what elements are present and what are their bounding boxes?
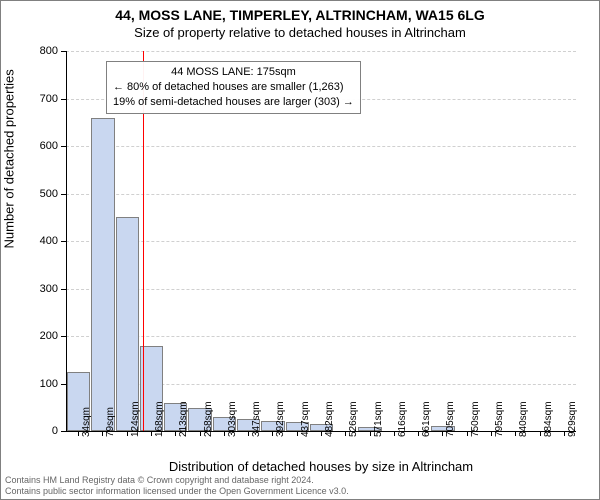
x-tick-mark: [515, 431, 516, 436]
x-tick-mark: [345, 431, 346, 436]
x-tick-label: 526sqm: [348, 401, 359, 437]
y-tick-label: 300: [40, 283, 58, 295]
annotation-box: 44 MOSS LANE: 175sqm ← 80% of detached h…: [106, 61, 361, 114]
x-tick-label: 124sqm: [130, 401, 141, 437]
x-tick-label: 616sqm: [397, 401, 408, 437]
x-tick-mark: [200, 431, 201, 436]
x-tick-mark: [540, 431, 541, 436]
x-tick-mark: [175, 431, 176, 436]
x-tick-mark: [297, 431, 298, 436]
annotation-line-1: 44 MOSS LANE: 175sqm: [113, 65, 354, 80]
y-tick-label: 400: [40, 235, 58, 247]
x-tick-mark: [418, 431, 419, 436]
chart-container: 44, MOSS LANE, TIMPERLEY, ALTRINCHAM, WA…: [0, 0, 600, 500]
x-tick-mark: [321, 431, 322, 436]
x-tick-label: 34sqm: [81, 407, 92, 437]
x-tick-mark: [248, 431, 249, 436]
y-axis: 0100200300400500600700800: [1, 51, 66, 431]
x-tick-label: 482sqm: [324, 401, 335, 437]
x-tick-label: 392sqm: [275, 401, 286, 437]
x-tick-mark: [370, 431, 371, 436]
x-tick-label: 705sqm: [445, 401, 456, 437]
x-tick-label: 750sqm: [470, 401, 481, 437]
x-tick-label: 929sqm: [567, 401, 578, 437]
attribution-line-1: Contains HM Land Registry data © Crown c…: [5, 475, 349, 486]
attribution: Contains HM Land Registry data © Crown c…: [5, 475, 349, 497]
x-tick-label: 571sqm: [373, 401, 384, 437]
x-tick-mark: [78, 431, 79, 436]
x-axis-label: Distribution of detached houses by size …: [66, 459, 576, 474]
y-tick-label: 800: [40, 45, 58, 57]
x-tick-mark: [272, 431, 273, 436]
x-tick-label: 303sqm: [227, 401, 238, 437]
x-tick-label: 437sqm: [300, 401, 311, 437]
x-tick-mark: [564, 431, 565, 436]
chart-title: 44, MOSS LANE, TIMPERLEY, ALTRINCHAM, WA…: [1, 7, 599, 23]
y-tick-label: 600: [40, 140, 58, 152]
x-axis: Distribution of detached houses by size …: [66, 431, 576, 476]
x-tick-mark: [442, 431, 443, 436]
y-axis-line: [66, 51, 67, 431]
annotation-line-2: ← 80% of detached houses are smaller (1,…: [113, 80, 354, 95]
x-tick-label: 661sqm: [421, 401, 432, 437]
y-tick-label: 200: [40, 330, 58, 342]
x-tick-mark: [491, 431, 492, 436]
annotation-line-3: 19% of semi-detached houses are larger (…: [113, 95, 354, 110]
x-tick-label: 347sqm: [251, 401, 262, 437]
x-tick-label: 884sqm: [543, 401, 554, 437]
chart-subtitle: Size of property relative to detached ho…: [1, 25, 599, 40]
x-tick-label: 79sqm: [105, 407, 116, 437]
x-tick-label: 213sqm: [178, 401, 189, 437]
y-tick-label: 500: [40, 188, 58, 200]
histogram-bar: [91, 118, 114, 432]
x-tick-label: 168sqm: [154, 401, 165, 437]
y-tick-label: 100: [40, 378, 58, 390]
x-tick-label: 795sqm: [494, 401, 505, 437]
x-tick-mark: [127, 431, 128, 436]
x-tick-mark: [467, 431, 468, 436]
y-tick-label: 700: [40, 93, 58, 105]
histogram-bar: [116, 217, 139, 431]
y-tick-label: 0: [52, 425, 58, 437]
x-tick-mark: [224, 431, 225, 436]
x-tick-mark: [151, 431, 152, 436]
x-tick-label: 258sqm: [203, 401, 214, 437]
x-tick-mark: [394, 431, 395, 436]
x-tick-mark: [102, 431, 103, 436]
x-tick-label: 840sqm: [518, 401, 529, 437]
attribution-line-2: Contains public sector information licen…: [5, 486, 349, 497]
